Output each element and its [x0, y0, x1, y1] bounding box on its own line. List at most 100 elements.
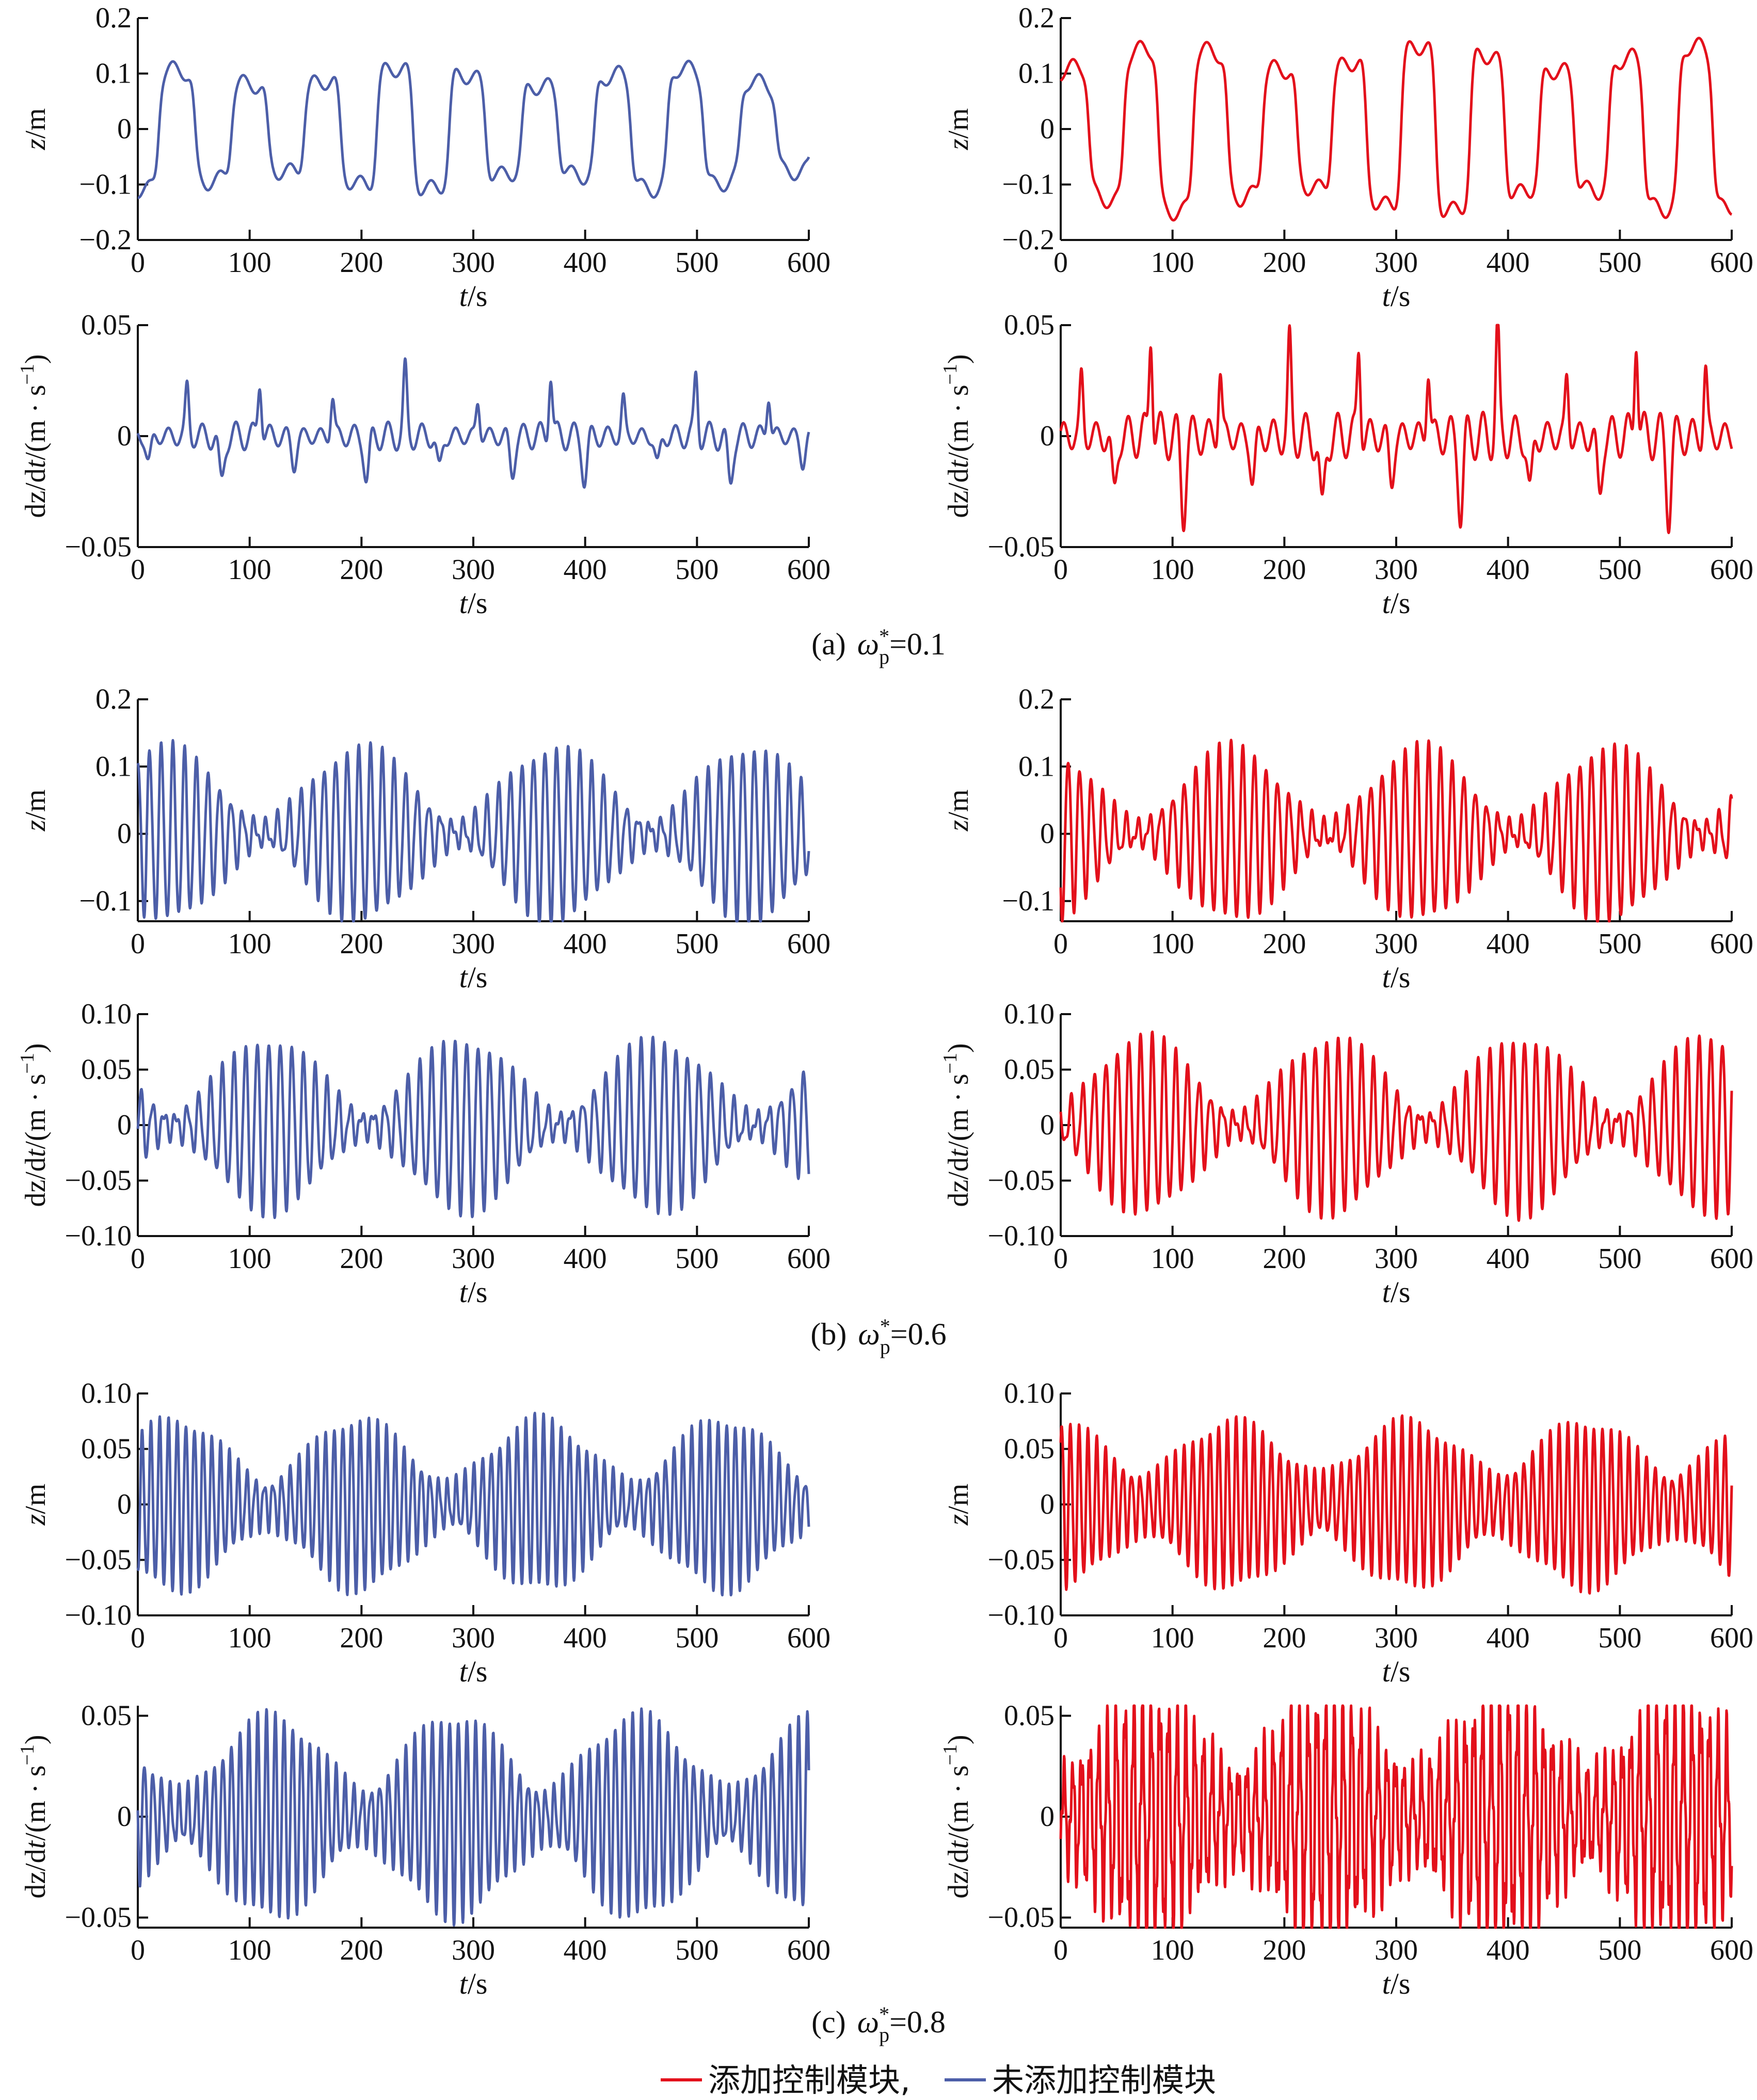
- x-tick-label: 100: [1151, 554, 1194, 586]
- y-tick-label: 0.10: [81, 998, 132, 1030]
- y-tick-label: 0.05: [81, 1054, 132, 1086]
- x-tick-label: 600: [787, 1622, 830, 1654]
- y-axis-label: dz/dt/(m · s−1): [939, 1735, 975, 1898]
- y-tick-label: 0: [1040, 1488, 1055, 1520]
- y-tick-label: −0.05: [65, 1544, 132, 1576]
- x-tick-label: 0: [1053, 247, 1068, 279]
- panel-a-dz-uncontrolled: 0.050−0.050 100 200 300 400 500 600t/sdz/dt/(m…: [17, 309, 830, 620]
- x-tick-label: 200: [340, 928, 383, 960]
- caption-c: (c) ω* p=0.8: [811, 2002, 946, 2046]
- x-tick-label: 100: [228, 554, 271, 586]
- x-tick-label: 300: [1375, 554, 1418, 586]
- x-tick-label: 500: [675, 928, 718, 960]
- y-tick-label: 0.2: [95, 2, 132, 34]
- y-tick-label: −0.1: [1002, 885, 1055, 917]
- x-tick-label: 0: [131, 1243, 145, 1275]
- x-tick-label: 200: [1263, 1622, 1306, 1654]
- x-tick-label: 500: [1598, 1622, 1641, 1654]
- y-tick-label: 0.10: [81, 1377, 132, 1409]
- x-tick-label: 300: [1375, 928, 1418, 960]
- x-tick-label: 100: [228, 247, 271, 279]
- x-tick-label: 100: [1151, 1243, 1194, 1275]
- series-line: [1059, 739, 1733, 923]
- y-tick-label: −0.05: [65, 1165, 132, 1197]
- x-tick-label: 100: [228, 1243, 271, 1275]
- panel-c-dz-controlled: 0.050−0.050 100 200 300 400 500 600t/sdz/dt/(m…: [939, 1700, 1753, 2000]
- series-line: [136, 1412, 810, 1597]
- x-tick-label: 200: [340, 554, 383, 586]
- x-tick-label: 400: [564, 554, 607, 586]
- x-tick-label: 600: [1710, 554, 1753, 586]
- panel-a-dz-controlled: 0.050−0.050 100 200 300 400 500 600t/sdz/dt/(m…: [939, 309, 1753, 620]
- y-tick-label: 0: [117, 1488, 132, 1520]
- series-line: [136, 739, 810, 923]
- panel-b-dz-controlled: 0.100.050−0.05−0.100 100 200 300 400 500 600t/…: [939, 998, 1753, 1309]
- y-tick-label: −0.10: [987, 1220, 1055, 1252]
- x-axis-label: t/s: [1382, 960, 1411, 994]
- x-tick-label: 600: [1710, 1243, 1753, 1275]
- x-tick-label: 0: [131, 1934, 145, 1966]
- y-axis-label: dz/dt/(m · s−1): [939, 1043, 975, 1207]
- legend: 添加控制模块, 未添加控制模块: [661, 2061, 1216, 2099]
- y-tick-label: −0.05: [987, 1901, 1055, 1933]
- y-tick-label: 0.2: [95, 683, 132, 715]
- y-tick-label: 0.10: [1004, 1377, 1055, 1409]
- caption-a: (a) ω* p=0.1: [811, 624, 946, 668]
- x-tick-label: 0: [1053, 554, 1068, 586]
- x-axis-label: t/s: [1382, 1655, 1411, 1688]
- y-axis-label: z/m: [943, 790, 975, 832]
- x-tick-label: 100: [228, 1622, 271, 1654]
- y-tick-label: −0.10: [65, 1599, 132, 1631]
- x-tick-label: 0: [131, 1622, 145, 1654]
- x-axis-label: t/s: [1382, 586, 1411, 620]
- legend-controlled-label: 添加控制模块,: [708, 2061, 911, 2099]
- y-tick-label: 0.10: [1004, 998, 1055, 1030]
- y-tick-label: −0.10: [987, 1599, 1055, 1631]
- y-tick-label: 0.1: [1018, 750, 1055, 782]
- x-tick-label: 400: [564, 1622, 607, 1654]
- x-tick-label: 300: [1375, 1934, 1418, 1966]
- x-axis-label: t/s: [459, 1967, 488, 2000]
- y-tick-label: −0.05: [65, 1901, 132, 1933]
- series-line: [1059, 1414, 1733, 1595]
- x-tick-label: 600: [1710, 247, 1753, 279]
- x-tick-label: 300: [452, 928, 495, 960]
- x-tick-label: 100: [1151, 247, 1194, 279]
- y-tick-label: 0.1: [95, 58, 132, 90]
- x-tick-label: 0: [1053, 928, 1068, 960]
- panel-c-z-uncontrolled: 0.100.050−0.05−0.100 100 200 300 400 500 600t/…: [20, 1377, 830, 1688]
- chart-panels: 0.20.10−0.1−0.20 100 200 300 400 500 600t/sz/m…: [17, 2, 1753, 2000]
- x-tick-label: 600: [1710, 928, 1753, 960]
- y-axis-label: dz/dt/(m · s−1): [17, 1043, 52, 1207]
- x-tick-label: 600: [787, 928, 830, 960]
- y-axis-label: z/m: [20, 790, 52, 832]
- y-tick-label: 0.05: [81, 1700, 132, 1732]
- y-tick-label: 0.1: [95, 750, 132, 782]
- series-line: [136, 357, 810, 489]
- x-axis-label: t/s: [459, 279, 488, 313]
- series-line: [1060, 37, 1733, 222]
- x-axis-label: t/s: [1382, 1275, 1411, 1309]
- x-tick-label: 300: [1375, 1622, 1418, 1654]
- x-tick-label: 500: [1598, 247, 1641, 279]
- y-tick-label: 0: [1040, 420, 1055, 452]
- x-tick-label: 400: [1487, 247, 1530, 279]
- x-tick-label: 300: [452, 1934, 495, 1966]
- x-tick-label: 200: [1263, 928, 1306, 960]
- x-tick-label: 100: [1151, 928, 1194, 960]
- x-tick-label: 400: [1487, 1934, 1530, 1966]
- x-tick-label: 400: [1487, 1243, 1530, 1275]
- x-tick-label: 100: [228, 1934, 271, 1966]
- y-tick-label: −0.05: [987, 1165, 1055, 1197]
- x-tick-label: 0: [1053, 1934, 1068, 1966]
- x-tick-label: 100: [228, 928, 271, 960]
- y-tick-label: −0.05: [987, 1544, 1055, 1576]
- x-tick-label: 600: [1710, 1622, 1753, 1654]
- y-tick-label: −0.2: [79, 224, 132, 256]
- x-tick-label: 200: [1263, 1243, 1306, 1275]
- y-tick-label: 0: [117, 113, 132, 145]
- y-tick-label: 0: [1040, 818, 1055, 850]
- x-tick-label: 300: [452, 1243, 495, 1275]
- x-tick-label: 200: [340, 1243, 383, 1275]
